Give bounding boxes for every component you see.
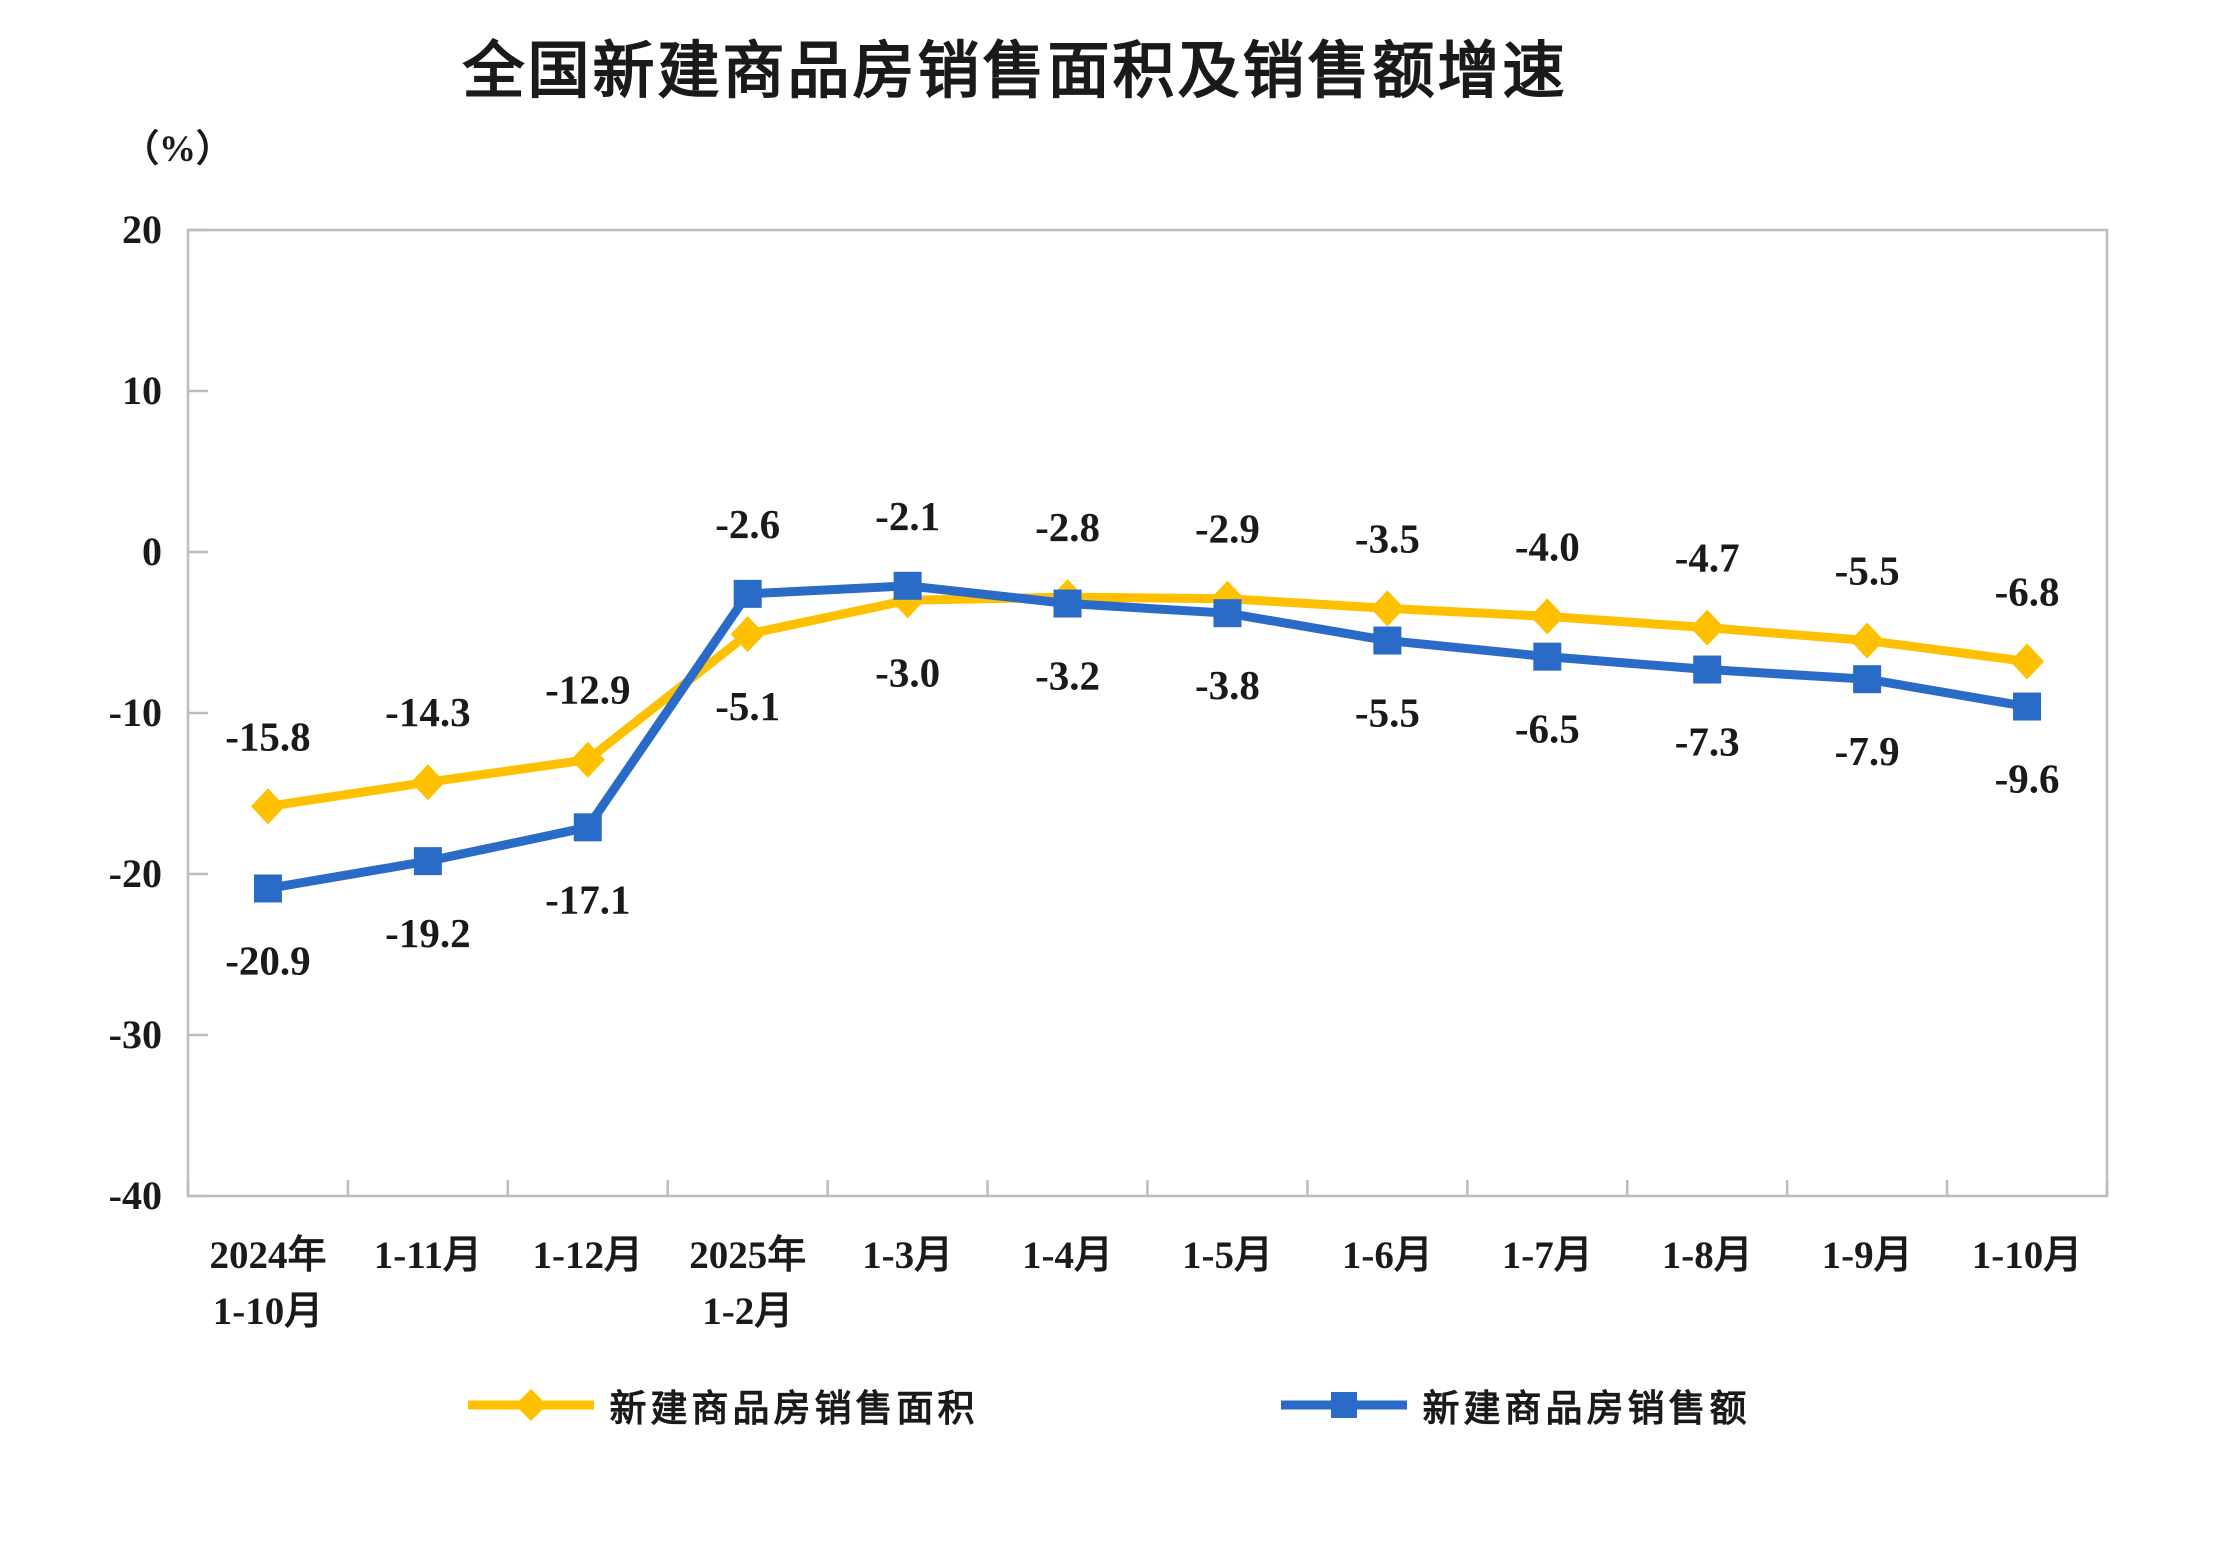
data-point-marker-square (1053, 589, 1082, 618)
legend-item-sales-amount: 新建商品房销售额 (1279, 1378, 1751, 1432)
data-point-marker-square (573, 813, 602, 842)
data-point-marker-diamond (1530, 598, 1565, 635)
data-point-marker-diamond (730, 616, 765, 653)
x-axis-category-label: 1-9月 (1822, 1234, 1913, 1277)
x-axis-category-label: 1-3月 (862, 1234, 953, 1277)
data-point-label: -2.9 (1195, 506, 1260, 552)
legend-sales-amount-label: 新建商品房销售额 (1422, 1389, 1751, 1430)
x-axis-category-label: 1-2月 (702, 1290, 793, 1333)
x-axis-category-label: 1-4月 (1022, 1234, 1113, 1277)
y-axis-tick-label: -10 (109, 690, 162, 735)
data-point-marker-square (253, 874, 282, 903)
data-point-label: -19.2 (385, 910, 470, 956)
x-axis-category-label: 1-5月 (1182, 1234, 1273, 1277)
y-axis-tick-label: -30 (109, 1012, 162, 1057)
data-point-label: -20.9 (225, 937, 310, 983)
y-axis-unit-label: （%） (122, 129, 233, 170)
x-axis-category-label: 2024年 (209, 1234, 326, 1277)
x-axis-category-label: 1-8月 (1662, 1234, 1753, 1277)
data-point-label: -3.5 (1355, 515, 1420, 561)
data-point-marker-square (1373, 626, 1402, 655)
plot-border (186, 228, 2109, 1198)
data-point-marker-diamond (1690, 609, 1725, 646)
y-axis-tick-label: 20 (122, 207, 162, 252)
chart-legend: 新建商品房销售面积 新建商品房销售额 (0, 1378, 2216, 1432)
data-point-label: -3.2 (1035, 653, 1100, 699)
x-axis-category-label: 2025年 (689, 1234, 806, 1277)
data-point-label: -2.6 (715, 501, 780, 547)
x-axis-category-label: 1-11月 (374, 1234, 482, 1277)
legend-sales-area-line-diamond-icon (467, 1389, 594, 1421)
data-point-label: -2.8 (1035, 504, 1100, 550)
data-point-label: -3.0 (875, 649, 940, 695)
data-point-marker-square (733, 579, 762, 608)
data-point-label: -7.9 (1835, 728, 1900, 774)
data-point-label: -6.5 (1515, 706, 1580, 752)
data-point-label: -6.8 (1995, 568, 2060, 614)
data-point-marker-diamond (2010, 643, 2045, 680)
y-axis-tick-label: -40 (109, 1173, 162, 1218)
chart-title: 全国新建商品房销售面积及销售额增速 (462, 37, 1568, 106)
data-point-marker-diamond (1850, 622, 1885, 659)
data-point-marker-diamond (410, 764, 445, 801)
legend-square-icon (1330, 1392, 1357, 1418)
data-point-label: -7.3 (1675, 719, 1740, 765)
x-axis-category-label: 1-7月 (1502, 1234, 1593, 1277)
data-point-marker-square (413, 847, 442, 876)
data-point-label: -15.8 (225, 713, 310, 759)
data-point-label: -3.8 (1195, 662, 1260, 708)
legend-item-sales-area: 新建商品房销售面积 (466, 1378, 979, 1432)
data-point-label: -5.5 (1355, 690, 1420, 736)
line-chart-plot-area: 20 10 0 -10 -20 -30 -40 2024年 1-10月 1-11月 1-12月 202… (109, 207, 2109, 1333)
x-axis-category-label: 1-6月 (1342, 1234, 1433, 1277)
data-point-marker-square (2013, 692, 2042, 721)
data-point-label: -14.3 (385, 689, 470, 735)
data-point-label: -5.1 (715, 683, 780, 729)
data-point-label: -9.6 (1995, 756, 2060, 802)
y-axis-tick-label: -20 (109, 851, 162, 896)
y-axis-tick-label: 0 (142, 529, 162, 574)
data-point-label: -4.7 (1675, 535, 1740, 581)
legend-diamond-icon (514, 1389, 547, 1421)
data-point-marker-square (893, 571, 922, 600)
x-axis-category-label: 1-10月 (1972, 1234, 2083, 1277)
data-point-label: -12.9 (545, 667, 630, 713)
data-point-label: -5.5 (1835, 548, 1900, 594)
data-point-marker-square (1853, 665, 1882, 694)
data-point-marker-square (1693, 655, 1722, 684)
data-point-marker-diamond (1370, 590, 1405, 627)
data-point-marker-square (1213, 599, 1242, 628)
data-point-marker-square (1533, 642, 1562, 671)
x-axis-category-label: 1-10月 (213, 1290, 324, 1333)
x-axis-category-label: 1-12月 (533, 1234, 644, 1277)
data-point-marker-diamond (570, 741, 605, 778)
data-point-label: -17.1 (545, 876, 630, 922)
series-line-0 (263, 592, 2032, 811)
data-point-label: -2.1 (875, 493, 940, 539)
legend-sales-area-label: 新建商品房销售面积 (609, 1389, 979, 1430)
y-axis-tick-label: 10 (122, 368, 162, 413)
data-point-label: -4.0 (1515, 523, 1580, 569)
data-point-marker-diamond (250, 788, 285, 825)
legend-sales-amount-line-square-icon (1280, 1392, 1407, 1418)
series-line-1 (263, 581, 2032, 893)
